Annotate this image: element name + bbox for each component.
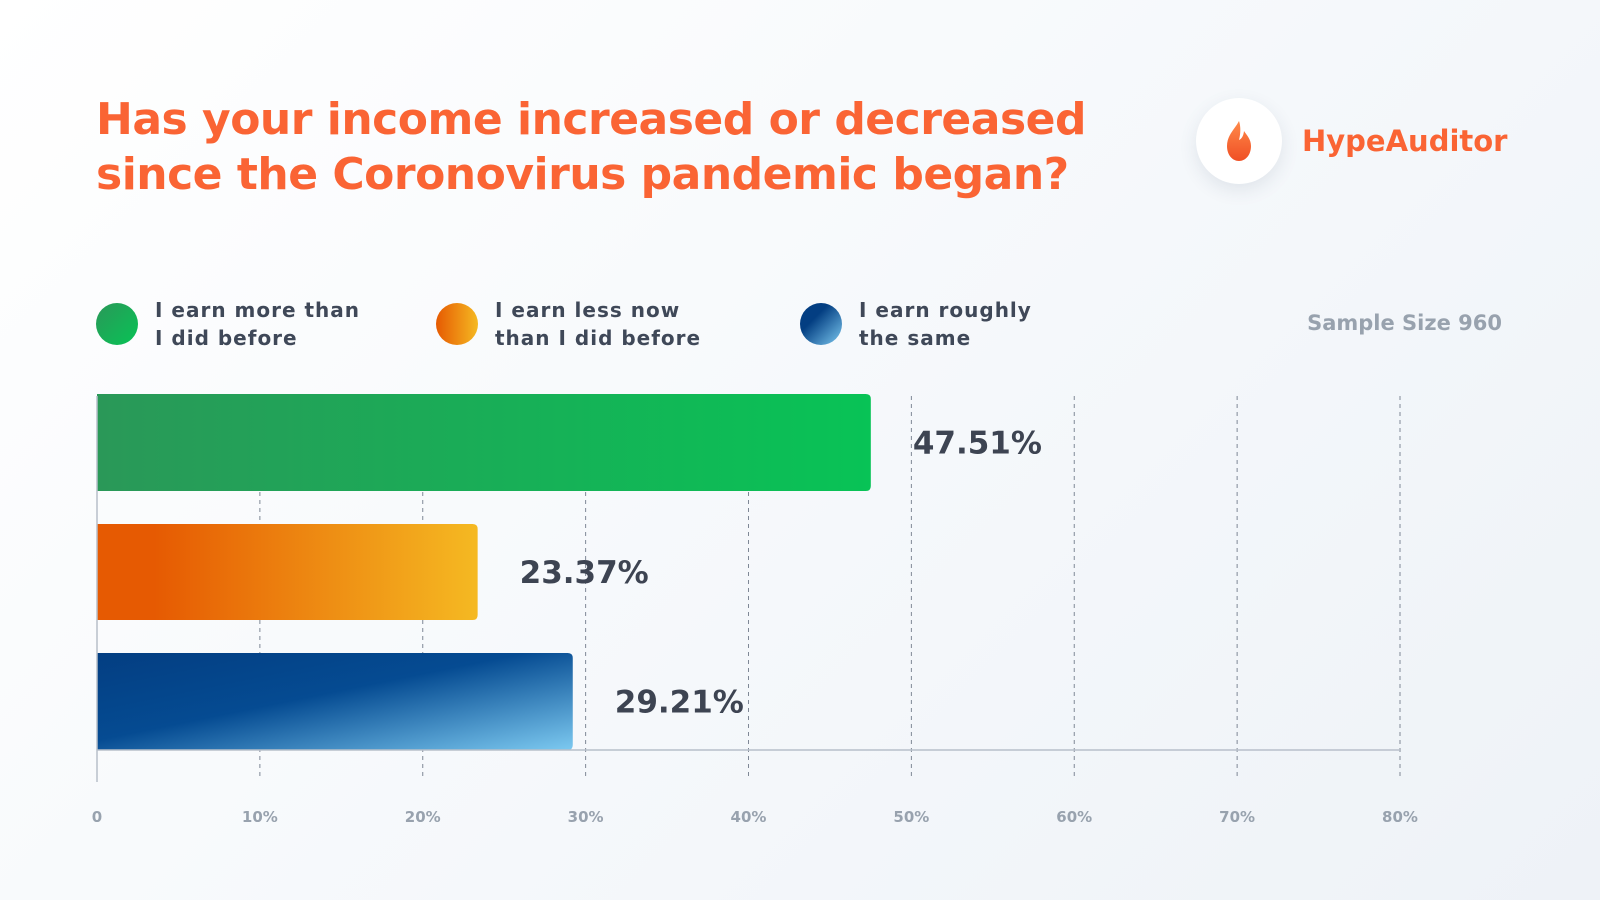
legend-dot-blue [800,303,842,345]
bars [97,394,871,750]
x-tick-label-50: 50% [893,808,929,826]
x-tick-labels: 0 10% 20% 30% 40% 50% 60% 70% 80% [92,808,1418,826]
legend-dot-green [96,303,138,345]
bar-less-label: 23.37% [520,555,649,591]
sample-size: Sample Size 960 [1307,311,1502,335]
x-tick-label-60: 60% [1056,808,1092,826]
brand-name: HypeAuditor [1302,124,1508,158]
bar-same-label: 29.21% [615,685,744,721]
x-tick-label-70: 70% [1219,808,1255,826]
legend-item-same: I earn roughly the same [800,296,1039,352]
legend-dot-orange [436,303,478,345]
value-labels: 47.51% 23.37% 29.21% [520,426,1042,721]
bar-more [97,394,871,491]
legend-label-less: I earn less now than I did before [495,298,702,350]
flame-icon [1227,121,1251,161]
legend-label-same: I earn roughly the same [859,298,1032,350]
x-tick-label-80: 80% [1382,808,1418,826]
x-tick-label-0: 0 [92,808,102,826]
x-tick-label-40: 40% [731,808,767,826]
x-tick-label-10: 10% [242,808,278,826]
x-tick-label-20: 20% [405,808,441,826]
legend-item-more: I earn more than I did before [96,296,375,352]
chart-title: Has your income increased or decreased s… [96,94,1087,200]
bar-less [97,524,478,620]
legend-item-less: I earn less now than I did before [436,296,710,352]
bar-same [97,653,573,750]
brand: HypeAuditor [1196,98,1507,184]
brand-logo [1196,98,1282,184]
bar-more-label: 47.51% [913,426,1042,462]
x-tick-label-30: 30% [568,808,604,826]
legend-label-more: I earn more than I did before [155,298,361,350]
